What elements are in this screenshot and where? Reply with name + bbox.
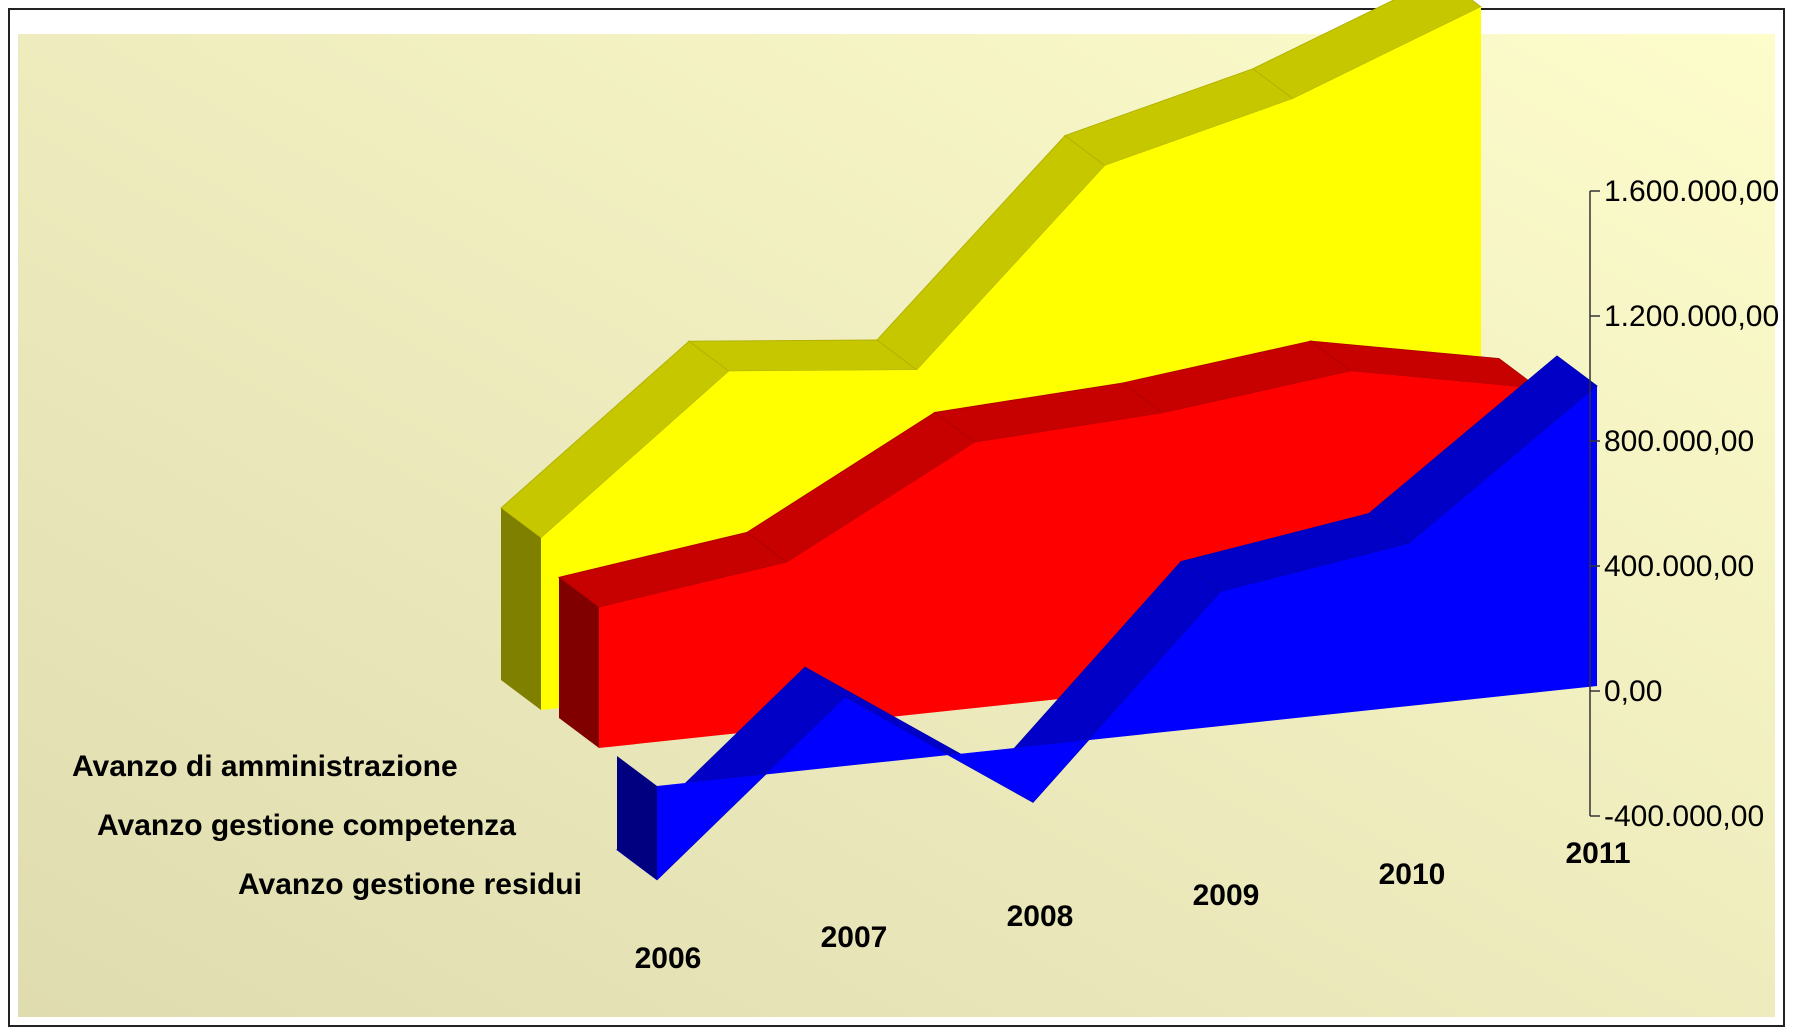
series-label: Avanzo gestione residui — [238, 868, 582, 901]
category-label: 2010 — [1379, 858, 1446, 891]
series-avanzo-gestione-residui — [616, 355, 1598, 881]
value-axis-tick-label: 400.000,00 — [1604, 550, 1754, 583]
value-axis-tick-label: 800.000,00 — [1604, 425, 1754, 458]
category-label: 2008 — [1007, 900, 1074, 933]
series-label: Avanzo gestione competenza — [97, 809, 516, 842]
value-axis-tick-label: 1.200.000,00 — [1604, 300, 1779, 333]
series-end-cap — [501, 508, 541, 710]
value-axis-tick-label: -400.000,00 — [1604, 800, 1764, 833]
series-label: Avanzo di amministrazione — [72, 750, 458, 783]
ribbon-segment — [1309, 340, 1541, 390]
category-label: 2011 — [1565, 837, 1630, 870]
value-axis-tick-label: 1.600.000,00 — [1604, 175, 1779, 208]
labels-layer: 2006 2007 2008 2009 2010 2011 Avanzo di ammini… — [72, 750, 1631, 975]
value-axis-tick-label: 0,00 — [1604, 675, 1662, 708]
category-label: 2006 — [635, 942, 702, 975]
category-label: 2007 — [821, 921, 888, 954]
category-label: 2009 — [1193, 879, 1260, 912]
series-end-cap — [559, 577, 599, 748]
series-end-cap — [617, 756, 657, 880]
value-axis: -400.000,00 0,00 400.000,00 800.000,00 1.200… — [1589, 175, 1779, 833]
series-front-face — [657, 386, 1597, 880]
series-layer — [500, 0, 1598, 881]
